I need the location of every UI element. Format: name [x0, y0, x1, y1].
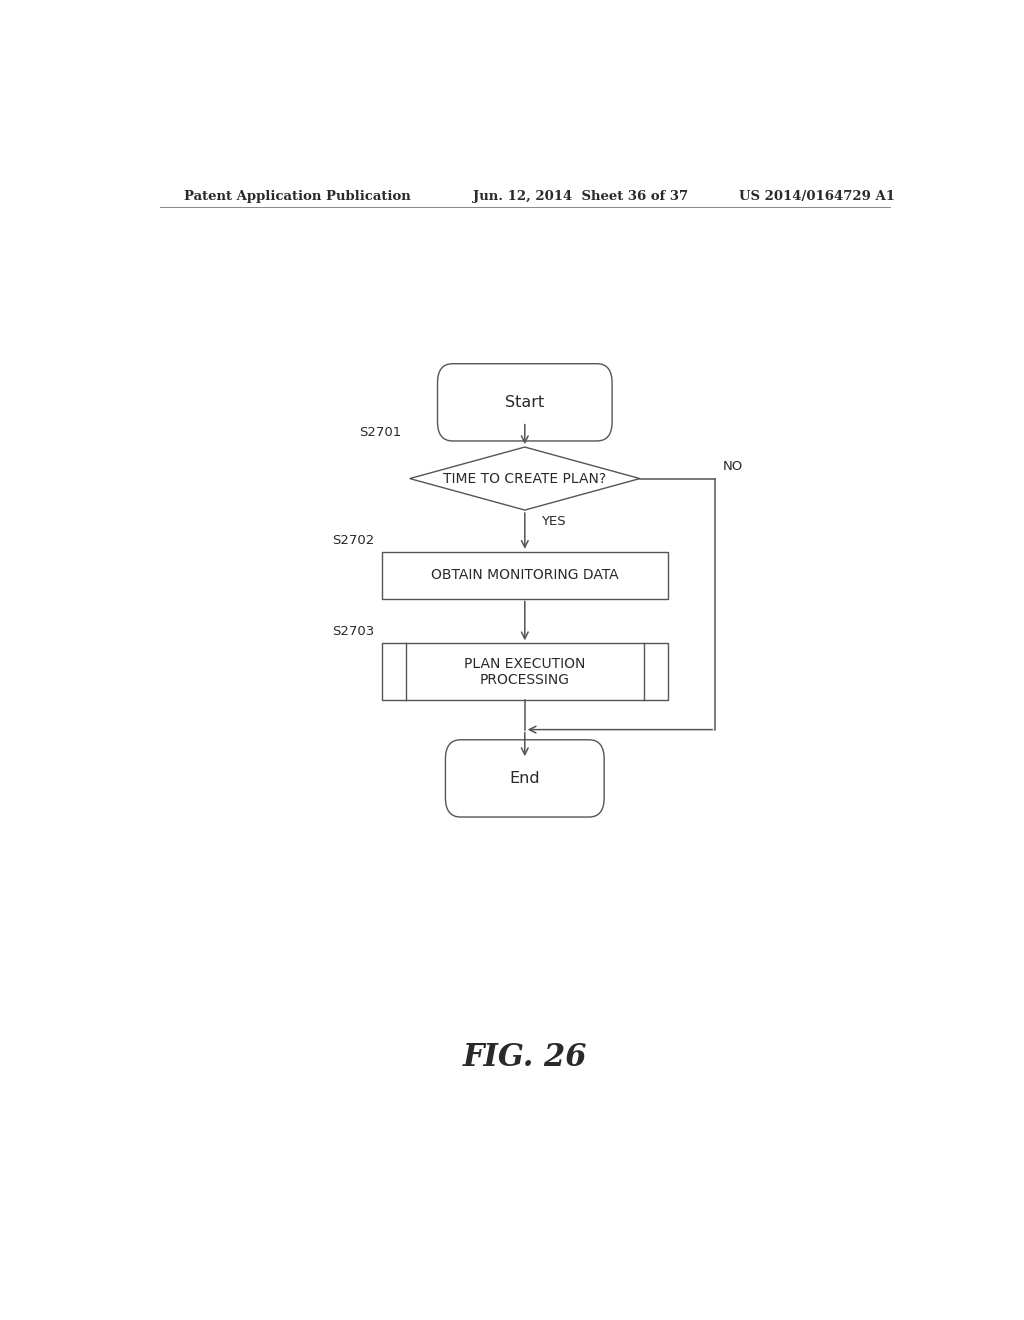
Text: S2703: S2703 [332, 626, 374, 638]
Text: End: End [510, 771, 540, 785]
Text: OBTAIN MONITORING DATA: OBTAIN MONITORING DATA [431, 568, 618, 582]
Polygon shape [410, 447, 640, 510]
Text: S2702: S2702 [332, 533, 374, 546]
Text: US 2014/0164729 A1: US 2014/0164729 A1 [739, 190, 895, 202]
Text: NO: NO [723, 459, 743, 473]
Text: TIME TO CREATE PLAN?: TIME TO CREATE PLAN? [443, 471, 606, 486]
Text: Patent Application Publication: Patent Application Publication [183, 190, 411, 202]
FancyBboxPatch shape [437, 364, 612, 441]
FancyBboxPatch shape [445, 739, 604, 817]
Text: PLAN EXECUTION
PROCESSING: PLAN EXECUTION PROCESSING [464, 656, 586, 686]
Text: YES: YES [541, 515, 565, 528]
Text: Jun. 12, 2014  Sheet 36 of 37: Jun. 12, 2014 Sheet 36 of 37 [473, 190, 688, 202]
Text: S2701: S2701 [359, 426, 401, 440]
Text: FIG. 26: FIG. 26 [463, 1043, 587, 1073]
Bar [382, 643, 668, 700]
Text: Start: Start [505, 395, 545, 409]
Bar [382, 552, 668, 598]
